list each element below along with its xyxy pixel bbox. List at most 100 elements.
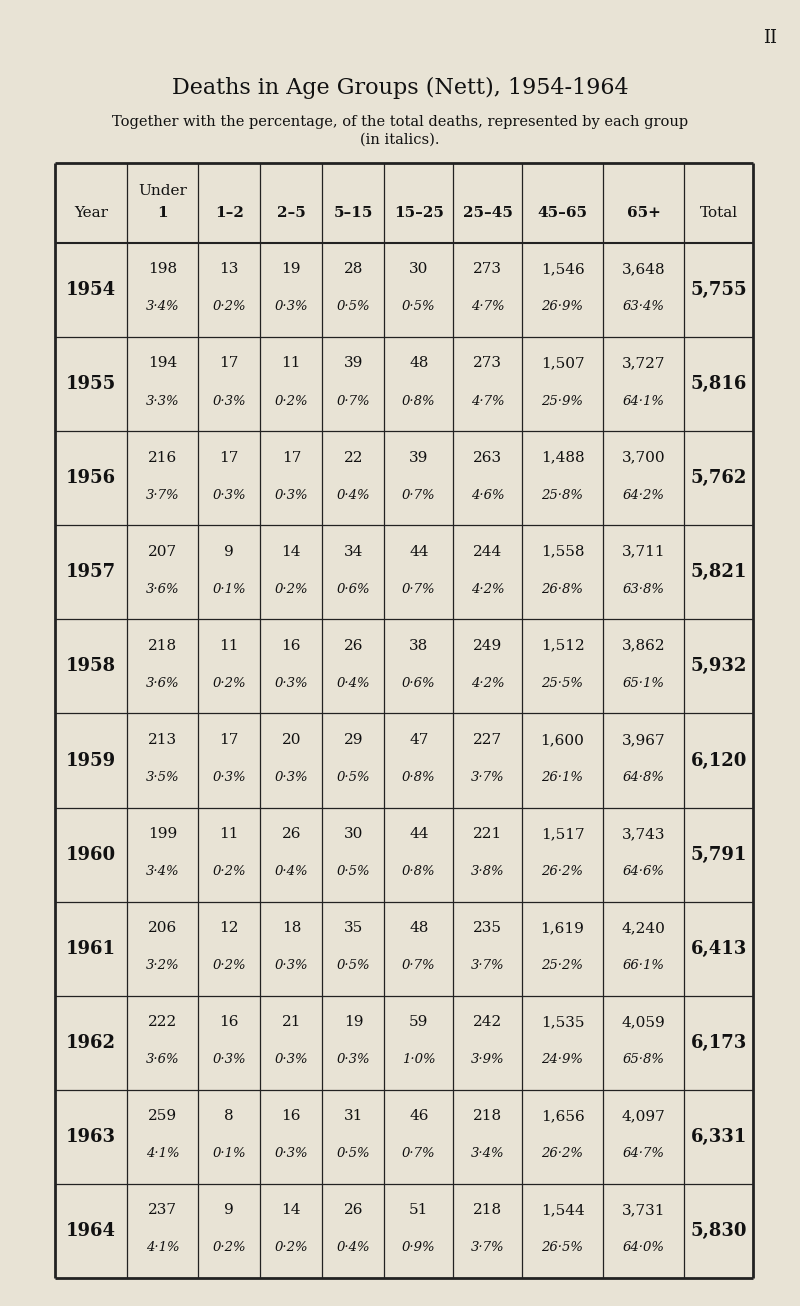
Text: 1957: 1957	[66, 563, 116, 581]
Text: 9: 9	[224, 545, 234, 559]
Text: 242: 242	[473, 1015, 502, 1029]
Text: 249: 249	[473, 639, 502, 653]
Text: 244: 244	[473, 545, 502, 559]
Text: 3·8%: 3·8%	[470, 865, 504, 878]
Text: 0·4%: 0·4%	[337, 1242, 370, 1254]
Text: 22: 22	[344, 451, 363, 465]
Text: 4·7%: 4·7%	[470, 300, 504, 313]
Text: 1964: 1964	[66, 1222, 116, 1239]
Text: 26: 26	[282, 827, 301, 841]
Text: 3,727: 3,727	[622, 357, 666, 371]
Text: 0·3%: 0·3%	[213, 771, 246, 784]
Text: 0·7%: 0·7%	[402, 959, 436, 972]
Text: 0·4%: 0·4%	[337, 677, 370, 690]
Text: 4·1%: 4·1%	[146, 1242, 179, 1254]
Text: 207: 207	[148, 545, 177, 559]
Text: 4·7%: 4·7%	[470, 394, 504, 407]
Text: 0·2%: 0·2%	[213, 300, 246, 313]
Text: 25·2%: 25·2%	[542, 959, 583, 972]
Text: 25·9%: 25·9%	[542, 394, 583, 407]
Text: 3,711: 3,711	[622, 545, 666, 559]
Text: 39: 39	[344, 357, 363, 371]
Text: 0·5%: 0·5%	[337, 1147, 370, 1160]
Text: 64·6%: 64·6%	[622, 865, 665, 878]
Text: 26·2%: 26·2%	[542, 865, 583, 878]
Text: 273: 273	[473, 357, 502, 371]
Text: 5,830: 5,830	[690, 1222, 747, 1239]
Text: 2–5: 2–5	[277, 206, 306, 219]
Text: 218: 218	[473, 1203, 502, 1217]
Text: 1,558: 1,558	[541, 545, 584, 559]
Text: 3·9%: 3·9%	[470, 1053, 504, 1066]
Text: 64·0%: 64·0%	[622, 1242, 665, 1254]
Text: 15–25: 15–25	[394, 206, 444, 219]
Text: 1,507: 1,507	[541, 357, 584, 371]
Text: 0·7%: 0·7%	[337, 394, 370, 407]
Text: 9: 9	[224, 1203, 234, 1217]
Text: 34: 34	[344, 545, 363, 559]
Text: 1,512: 1,512	[541, 639, 584, 653]
Text: 3·2%: 3·2%	[146, 959, 179, 972]
Text: 14: 14	[282, 545, 301, 559]
Text: 0·5%: 0·5%	[337, 771, 370, 784]
Text: 0·3%: 0·3%	[274, 1053, 308, 1066]
Text: 16: 16	[282, 1109, 301, 1123]
Text: 0·5%: 0·5%	[402, 300, 436, 313]
Text: 65·8%: 65·8%	[622, 1053, 665, 1066]
Text: 1962: 1962	[66, 1034, 116, 1051]
Text: 3·3%: 3·3%	[146, 394, 179, 407]
Text: 17: 17	[282, 451, 301, 465]
Text: 0·7%: 0·7%	[402, 488, 436, 502]
Text: 4,240: 4,240	[622, 921, 666, 935]
Text: 5,762: 5,762	[690, 469, 747, 487]
Text: 221: 221	[473, 827, 502, 841]
Text: 1956: 1956	[66, 469, 116, 487]
Text: 44: 44	[409, 827, 429, 841]
Text: 3,731: 3,731	[622, 1203, 666, 1217]
Text: 66·1%: 66·1%	[622, 959, 665, 972]
Text: 0·9%: 0·9%	[402, 1242, 436, 1254]
Text: 3·7%: 3·7%	[470, 1242, 504, 1254]
Text: 222: 222	[148, 1015, 177, 1029]
Text: 11: 11	[282, 357, 301, 371]
Text: 0·8%: 0·8%	[402, 771, 436, 784]
Text: 1,535: 1,535	[541, 1015, 584, 1029]
Text: 0·2%: 0·2%	[274, 394, 308, 407]
Text: 65·1%: 65·1%	[622, 677, 665, 690]
Text: 0·6%: 0·6%	[402, 677, 436, 690]
Text: 0·5%: 0·5%	[337, 959, 370, 972]
Text: 16: 16	[219, 1015, 239, 1029]
Text: 65+: 65+	[626, 206, 661, 219]
Text: 6,173: 6,173	[690, 1034, 746, 1051]
Text: 3·6%: 3·6%	[146, 582, 179, 596]
Text: 30: 30	[409, 263, 429, 277]
Text: 17: 17	[219, 357, 239, 371]
Text: 26·1%: 26·1%	[542, 771, 583, 784]
Text: 259: 259	[148, 1109, 177, 1123]
Text: 218: 218	[473, 1109, 502, 1123]
Text: 14: 14	[282, 1203, 301, 1217]
Text: 3,700: 3,700	[622, 451, 666, 465]
Text: 8: 8	[225, 1109, 234, 1123]
Text: 0·3%: 0·3%	[213, 488, 246, 502]
Text: 1,544: 1,544	[541, 1203, 584, 1217]
Text: 3,862: 3,862	[622, 639, 666, 653]
Text: 20: 20	[282, 733, 301, 747]
Text: 216: 216	[148, 451, 177, 465]
Text: 21: 21	[282, 1015, 301, 1029]
Text: 6,413: 6,413	[690, 940, 746, 957]
Text: 39: 39	[409, 451, 429, 465]
Text: Together with the percentage, of the total deaths, represented by each group: Together with the percentage, of the tot…	[112, 115, 688, 129]
Text: 3,648: 3,648	[622, 263, 666, 277]
Text: 1,656: 1,656	[541, 1109, 584, 1123]
Text: 0·7%: 0·7%	[402, 1147, 436, 1160]
Text: 26·9%: 26·9%	[542, 300, 583, 313]
Text: 0·3%: 0·3%	[337, 1053, 370, 1066]
Text: 63·8%: 63·8%	[622, 582, 665, 596]
Text: 206: 206	[148, 921, 177, 935]
Text: 3·7%: 3·7%	[146, 488, 179, 502]
Text: 0·1%: 0·1%	[213, 1147, 246, 1160]
Text: 24·9%: 24·9%	[542, 1053, 583, 1066]
Text: 63·4%: 63·4%	[622, 300, 665, 313]
Text: 6,120: 6,120	[690, 751, 747, 769]
